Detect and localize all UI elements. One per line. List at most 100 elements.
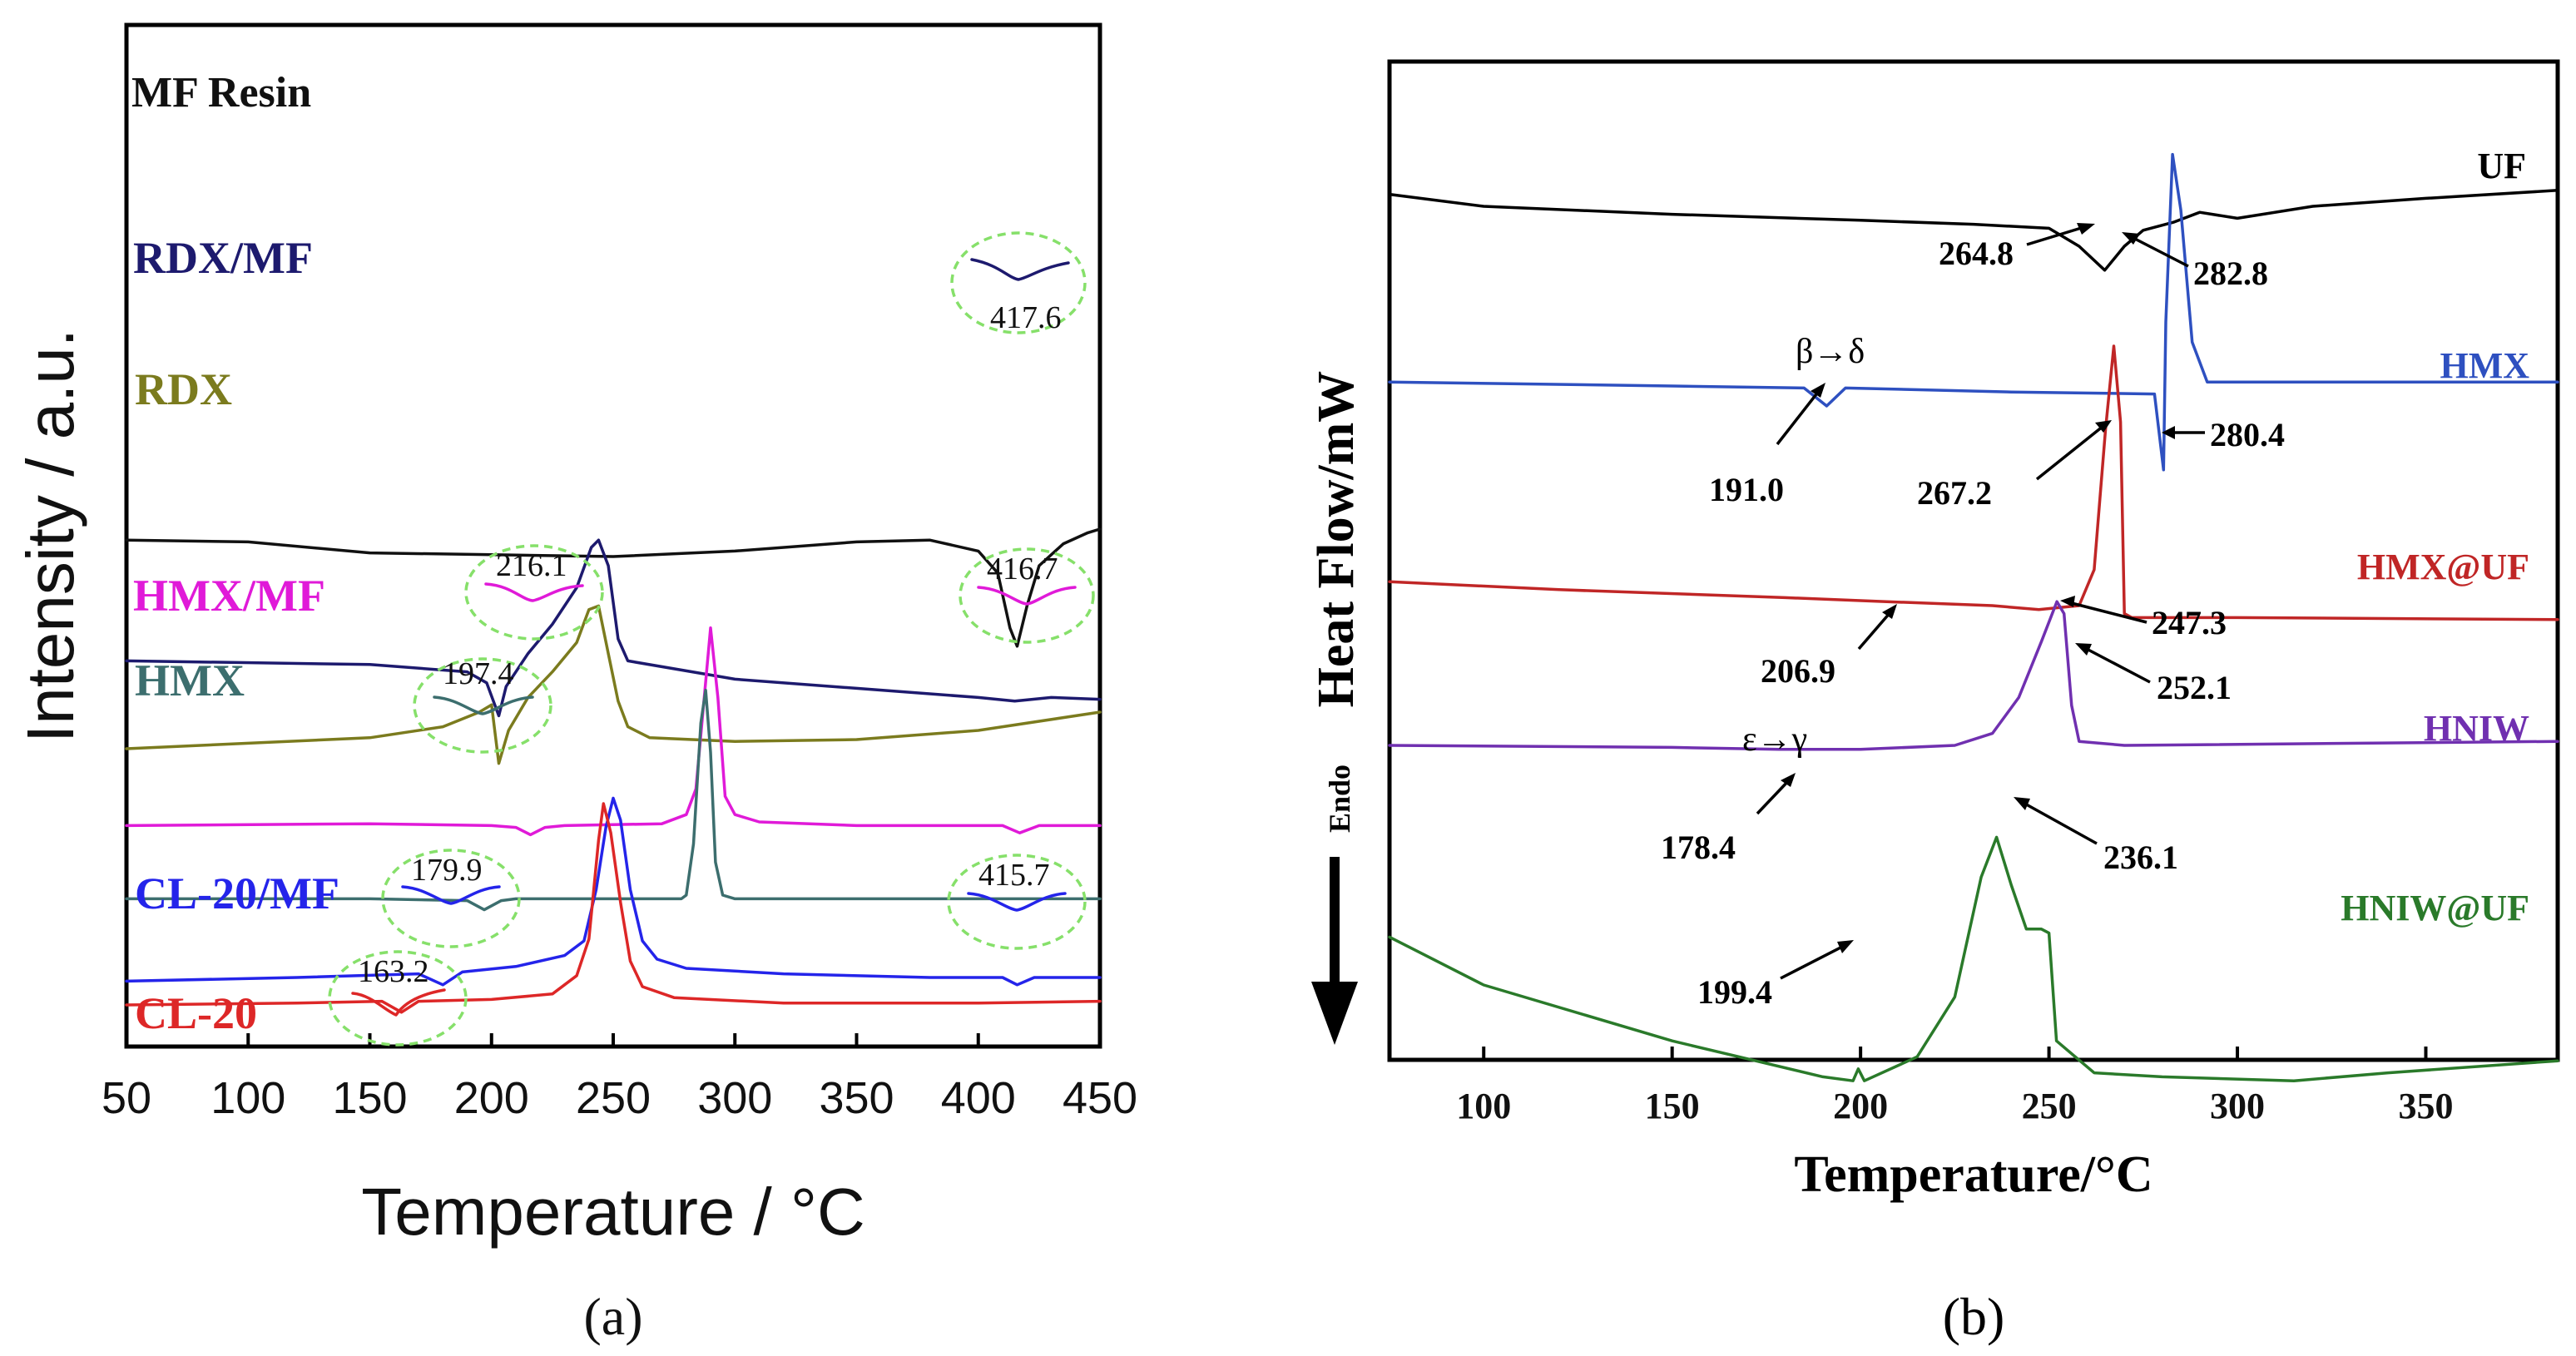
arrowhead-236-1 <box>2014 797 2030 810</box>
x-tick-label-450: 450 <box>1063 1073 1137 1123</box>
arrow-206-9 <box>1857 611 1892 651</box>
peak-label-247-3: 247.3 <box>2152 604 2227 641</box>
x-tick-label-350: 350 <box>2398 1086 2453 1126</box>
arrow-267-2 <box>2035 424 2105 481</box>
peak-label-191-0: 191.0 <box>1709 471 1784 508</box>
panel-a-x-axis-label: Temperature / °C <box>361 1175 865 1249</box>
label-rdx: RDX <box>135 364 232 414</box>
arrow-236-1 <box>2021 800 2098 845</box>
peak-label-236-1: 236.1 <box>2103 839 2178 876</box>
arrowhead-280-4 <box>2162 426 2175 439</box>
inset-trace-hmx-mf-216 <box>484 582 584 602</box>
label-hmx-uf: HMX@UF <box>2357 547 2529 587</box>
panel-b-caption: (b) <box>1943 1287 2005 1346</box>
peak-label-267-2: 267.2 <box>1917 474 1992 512</box>
inset-trace-cl20-mf <box>401 885 501 905</box>
series-line-cl-20-mf <box>125 796 1102 987</box>
peak-label-264-8: 264.8 <box>1939 235 2014 272</box>
peak-label-282-8: 282.8 <box>2193 255 2268 292</box>
label-hniw: HNIW <box>2424 708 2529 749</box>
inset-ring-cl20-mf-179 <box>381 849 521 948</box>
arrowhead-267-2 <box>2095 420 2112 433</box>
panel-b-plot-frame <box>1387 59 2560 1062</box>
arrowhead-252-1 <box>2075 643 2092 656</box>
x-tick-label-300: 300 <box>2210 1086 2265 1126</box>
label-hmx: HMX <box>135 656 245 705</box>
x-tick-label-100: 100 <box>1456 1086 1511 1126</box>
arrow-178-4 <box>1756 779 1791 815</box>
transition-beta-delta: β→δ <box>1796 333 1865 371</box>
x-tick-label-350: 350 <box>819 1073 894 1123</box>
x-tick-label-200: 200 <box>454 1073 529 1123</box>
x-tick-label-200: 200 <box>1833 1086 1888 1126</box>
arrowhead-264-8 <box>2077 223 2095 235</box>
arrowhead-206-9 <box>1882 604 1897 619</box>
panel-b-curves <box>1388 152 2559 1082</box>
peak-label-252-1: 252.1 <box>2157 669 2232 706</box>
peak-label-199-4: 199.4 <box>1697 973 1772 1011</box>
series-line-cl-20 <box>125 802 1102 1014</box>
peak-label-416-7: 416.7 <box>987 552 1058 586</box>
x-tick-label-300: 300 <box>697 1073 772 1123</box>
label-hmx-mf: HMX/MF <box>133 571 325 621</box>
label-cl20: CL-20 <box>135 988 257 1038</box>
arrowhead-247-3 <box>2060 596 2075 607</box>
x-tick-label-400: 400 <box>941 1073 1016 1123</box>
peak-label-197-4: 197.4 <box>443 656 514 691</box>
x-tick-label-50: 50 <box>102 1073 151 1123</box>
panel-a: 50 100 150 200 250 300 350 400 450 MF Resin RDX/… <box>13 22 1137 1346</box>
label-hniw-uf: HNIW@UF <box>2341 888 2529 928</box>
x-tick-label-250: 250 <box>2022 1086 2077 1126</box>
arrow-264-8 <box>2026 225 2088 246</box>
transition-epsilon-gamma: ε→γ <box>1742 720 1807 759</box>
label-mf-resin: MF Resin <box>131 69 311 116</box>
inset-ring-cl20-163 <box>328 950 468 1047</box>
label-cl20-mf: CL-20/MF <box>135 869 339 918</box>
label-rdx-mf: RDX/MF <box>133 233 313 283</box>
inset-ring-hmx-197 <box>413 657 552 754</box>
series-line-hmx <box>125 688 1102 912</box>
inset-trace-rdx-mf <box>970 258 1070 281</box>
series-line-rdx-mf <box>125 538 1102 718</box>
series-line-hmx-uf <box>1388 344 2559 621</box>
peak-label-417-6: 417.6 <box>990 300 1062 335</box>
annotation-arrows <box>1756 223 2205 980</box>
peak-label-178-4: 178.4 <box>1661 829 1736 866</box>
series-line-hniw-uf <box>1388 835 2559 1082</box>
arrowhead-178-4 <box>1781 773 1796 787</box>
series-line-hmx <box>1388 152 2559 472</box>
panel-a-x-ticks: 50 100 150 200 250 300 350 400 450 <box>102 1033 1137 1123</box>
panel-b-x-axis-label: Temperature/°C <box>1794 1146 2152 1203</box>
x-tick-label-100: 100 <box>211 1073 285 1123</box>
panel-b: 100 150 200 250 300 350 UF HMX HMX@UF HNIW HN… <box>1308 59 2560 1346</box>
series-line-hniw <box>1388 600 2559 751</box>
series-line-mf-resin <box>125 527 1102 648</box>
inset-ring-hmx-mf-416 <box>959 547 1095 644</box>
series-line-uf <box>1388 189 2559 272</box>
label-uf: UF <box>2477 146 2526 186</box>
arrow-252-1 <box>2083 646 2151 684</box>
arrowhead-191-0 <box>1811 383 1825 398</box>
peak-label-206-9: 206.9 <box>1761 652 1835 690</box>
x-tick-label-250: 250 <box>576 1073 651 1123</box>
inset-ring-cl20-mf-415 <box>947 854 1087 950</box>
inset-ring-hmx-mf-216 <box>464 544 604 641</box>
inset-trace-hmx-mf-416 <box>977 586 1077 606</box>
arrow-191-0 <box>1776 389 1821 446</box>
inset-ring-rdx-mf-417 <box>950 231 1087 334</box>
peak-label-163-2: 163.2 <box>358 954 429 989</box>
series-line-rdx <box>125 604 1102 765</box>
inset-trace-cl20-mf-415 <box>967 892 1067 912</box>
arrowhead-282-8 <box>2122 232 2140 245</box>
x-tick-label-150: 150 <box>1645 1086 1700 1126</box>
arrowhead-199-4 <box>1837 940 1854 953</box>
panel-b-y-axis-label: Heat Flow/mW <box>1308 371 1365 708</box>
peak-label-216-1: 216.1 <box>496 548 567 583</box>
panel-a-y-axis-label: Intensity / a.u. <box>13 329 87 743</box>
endo-label: Endo <box>1323 765 1356 833</box>
panel-b-x-ticks: 100 150 200 250 300 350 <box>1456 1047 2453 1126</box>
peak-label-280-4: 280.4 <box>2210 416 2285 453</box>
endo-arrow-head <box>1311 982 1358 1045</box>
arrow-199-4 <box>1780 943 1846 980</box>
